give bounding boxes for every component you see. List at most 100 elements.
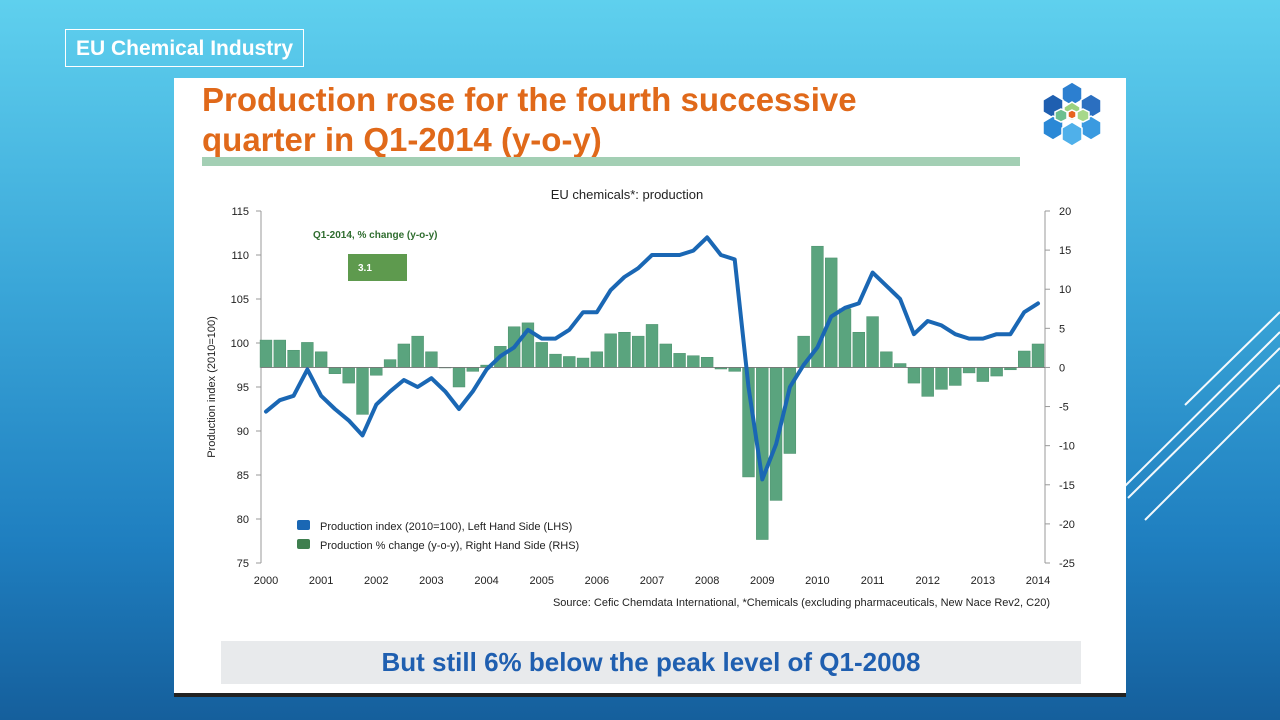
bar: [687, 355, 700, 368]
bar: [907, 367, 921, 384]
x-tick-label: 2003: [419, 575, 443, 587]
bar: [700, 357, 714, 368]
left-tick-label: 75: [237, 558, 249, 570]
right-tick-label: 5: [1059, 323, 1065, 335]
left-tick-label: 105: [231, 294, 249, 306]
bar: [328, 367, 342, 374]
bar: [880, 351, 893, 368]
chart-title: EU chemicals*: production: [551, 187, 703, 202]
title-underline: [202, 157, 1020, 166]
x-tick-label: 2007: [640, 575, 664, 587]
bar: [356, 367, 369, 415]
right-tick-label: 15: [1059, 245, 1071, 257]
slide-title: Production rose for the fourth successiv…: [202, 80, 1022, 160]
right-tick-label: -20: [1059, 519, 1075, 531]
production-chart: EU chemicals*: production 75808590951001…: [206, 187, 1075, 609]
legend-swatch-line: [297, 520, 310, 530]
bar: [935, 367, 948, 390]
x-tick-label: 2001: [309, 575, 333, 587]
bar: [604, 333, 617, 368]
bar: [728, 367, 741, 372]
slide-title-line-1: Production rose for the fourth successiv…: [202, 81, 857, 118]
bar: [921, 367, 934, 397]
x-tick-label: 2005: [529, 575, 553, 587]
bar: [632, 335, 645, 368]
bar: [342, 367, 355, 384]
bar: [838, 308, 852, 368]
bar: [893, 363, 907, 368]
annotation-label: Q1-2014, % change (y-o-y): [313, 230, 437, 241]
left-tick-label: 110: [231, 250, 249, 262]
bar: [563, 356, 576, 368]
decorative-lines: [1124, 311, 1280, 521]
annotation-box: [348, 254, 407, 281]
right-axis-ticks: -25 -20 -15 -10 -5 0 5 10 15 20: [1045, 206, 1075, 570]
bar: [259, 339, 273, 368]
bar-series: [259, 245, 1045, 540]
right-tick-label: -15: [1059, 480, 1075, 492]
bar: [590, 351, 604, 368]
bar: [673, 353, 686, 368]
bar: [535, 342, 548, 368]
x-tick-label: 2006: [585, 575, 609, 587]
bar: [866, 316, 879, 368]
bar: [645, 324, 659, 368]
bar: [962, 367, 976, 374]
bar: [949, 367, 962, 386]
bar: [1031, 343, 1045, 368]
left-axis-ticks: 75 80 85 90 95 100 105 110 115: [231, 206, 261, 570]
bar: [273, 339, 286, 368]
bar: [618, 331, 631, 368]
bar: [370, 367, 383, 376]
right-tick-label: 10: [1059, 284, 1071, 296]
x-tick-label: 2008: [695, 575, 719, 587]
bar: [397, 343, 411, 368]
slide-card: Production rose for the fourth successiv…: [174, 78, 1126, 693]
bar: [425, 351, 438, 368]
left-tick-label: 115: [231, 206, 249, 218]
bar: [383, 359, 397, 368]
x-tick-label: 2010: [805, 575, 829, 587]
slide-bottom-border: [174, 693, 1126, 697]
section-tag: EU Chemical Industry: [65, 29, 305, 67]
left-tick-label: 80: [237, 514, 249, 526]
bar: [576, 357, 590, 368]
x-tick-label: 2004: [474, 575, 498, 587]
left-tick-label: 100: [231, 338, 249, 350]
bar: [852, 331, 865, 368]
legend-swatch-bars: [297, 539, 310, 549]
bar: [659, 343, 672, 368]
right-tick-label: -25: [1059, 558, 1075, 570]
x-tick-label: 2002: [364, 575, 388, 587]
index-line: [264, 235, 1040, 482]
bar: [287, 349, 300, 368]
bar: [452, 367, 466, 388]
bar: [466, 367, 479, 372]
x-tick-label: 2014: [1026, 575, 1050, 587]
x-axis-ticks: 2000 2001 2002 2003 2004 2005 2006 2007 2008 2009…: [254, 575, 1050, 587]
left-tick-label: 90: [237, 426, 249, 438]
legend-label-bars: Production % change (y-o-y), Right Hand …: [320, 540, 579, 552]
bar: [549, 353, 562, 368]
x-tick-label: 2009: [750, 575, 774, 587]
left-tick-label: 95: [237, 382, 249, 394]
y-axis-label: Production index (2010=100): [206, 316, 218, 458]
bar: [301, 342, 314, 368]
bar: [314, 351, 328, 368]
slide-title-line-2: quarter in Q1-2014 (y-o-y): [202, 121, 602, 158]
x-tick-label: 2011: [861, 575, 885, 587]
bar: [990, 367, 1003, 377]
right-tick-label: -5: [1059, 402, 1069, 414]
x-tick-label: 2012: [915, 575, 939, 587]
chart-source: Source: Cefic Chemdata International, *C…: [553, 597, 1050, 609]
right-tick-label: -10: [1059, 441, 1075, 453]
right-tick-label: 20: [1059, 206, 1071, 218]
annotation-value: 3.1: [358, 263, 372, 274]
hexagon-logo-icon: [1042, 81, 1102, 147]
x-tick-label: 2000: [254, 575, 278, 587]
left-tick-label: 85: [237, 470, 249, 482]
bar: [1018, 350, 1031, 368]
x-tick-label: 2013: [971, 575, 995, 587]
right-tick-label: 0: [1059, 362, 1065, 374]
bar: [976, 367, 990, 382]
